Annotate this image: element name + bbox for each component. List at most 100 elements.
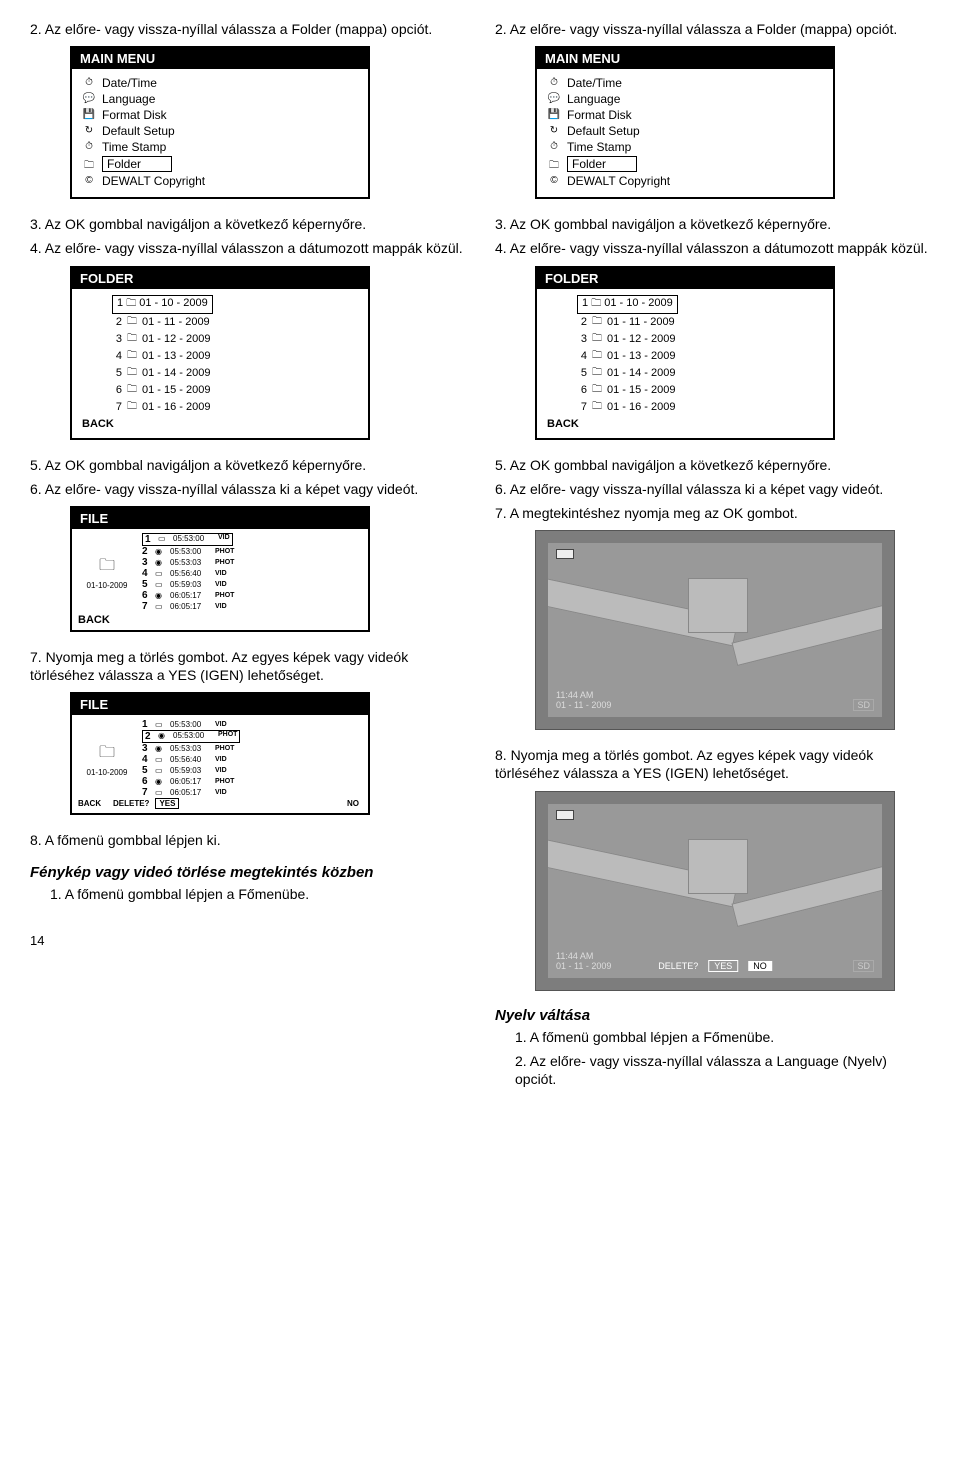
- file-row[interactable]: 2◉05:53:00PHOT: [142, 546, 362, 557]
- folder-title: FOLDER: [72, 268, 368, 289]
- file-row[interactable]: 7▭06:05:17VID: [142, 601, 362, 612]
- folder-row[interactable]: 5🗀01 - 14 - 2009: [577, 365, 823, 382]
- file-row[interactable]: 3◉05:53:03PHOT: [142, 557, 362, 568]
- menu-icon: 🗀: [82, 158, 96, 170]
- file-folder-context: 🗀 01-10-2009: [78, 719, 136, 798]
- file-row[interactable]: 5▭05:59:03VID: [142, 579, 362, 590]
- menu-item[interactable]: 💬Language: [82, 91, 358, 107]
- right-step2: 2. Az előre- vagy vissza-nyíllal válassz…: [495, 20, 930, 38]
- file-row[interactable]: 4▭05:56:40VID: [142, 568, 362, 579]
- menu-label: Language: [102, 92, 155, 106]
- mainmenu-screen: MAIN MENU ⏱Date/Time💬Language💾Format Dis…: [535, 46, 835, 199]
- battery-icon: [556, 810, 574, 820]
- menu-label: DEWALT Copyright: [567, 174, 670, 188]
- menu-item[interactable]: 💬Language: [547, 91, 823, 107]
- menu-label: Time Stamp: [567, 140, 631, 154]
- right-lang-step1: 1. A főmenü gombbal lépjen a Főmenübe.: [515, 1028, 930, 1046]
- yes-button[interactable]: YES: [708, 960, 738, 972]
- menu-item[interactable]: 🗀Folder: [82, 155, 358, 173]
- menu-icon: ⏱: [82, 77, 96, 89]
- folder-row[interactable]: 7🗀01 - 16 - 2009: [112, 399, 358, 416]
- folder-row[interactable]: 3🗀01 - 12 - 2009: [577, 331, 823, 348]
- menu-icon: ⏱: [547, 77, 561, 89]
- folder-row[interactable]: 4🗀01 - 13 - 2009: [577, 348, 823, 365]
- video-icon: ▭: [155, 766, 165, 775]
- preview-timestamp: 11:44 AM 01 - 11 - 2009: [556, 691, 611, 711]
- file-folder-context: 🗀 01-10-2009: [78, 533, 136, 612]
- file-row[interactable]: 4▭05:56:40VID: [142, 754, 362, 765]
- folder-icon: 🗀: [592, 382, 602, 399]
- file-row[interactable]: 6◉06:05:17PHOT: [142, 590, 362, 601]
- folder-row[interactable]: 3🗀01 - 12 - 2009: [112, 331, 358, 348]
- no-button[interactable]: NO: [748, 961, 772, 971]
- folder-icon: 🗀: [591, 298, 601, 309]
- mainmenu-title: MAIN MENU: [72, 48, 368, 69]
- menu-item[interactable]: ↻ Default Setup: [82, 123, 358, 139]
- folder-icon: 🗀: [127, 348, 137, 365]
- right-step7: 7. A megtekintéshez nyomja meg az OK gom…: [495, 504, 930, 522]
- preview-timestamp: 11:44 AM 01 - 11 - 2009: [556, 952, 611, 972]
- menu-item[interactable]: ⏱ Time Stamp: [547, 139, 823, 155]
- video-icon: ▭: [155, 602, 165, 611]
- right-step8: 8. Nyomja meg a törlés gombot. Az egyes …: [495, 746, 930, 782]
- yes-button[interactable]: YES: [155, 798, 179, 809]
- folder-row[interactable]: 2🗀01 - 11 - 2009: [112, 314, 358, 331]
- menu-item[interactable]: ⏱Date/Time: [82, 75, 358, 91]
- menu-label: Default Setup: [567, 124, 640, 138]
- folder-screen: FOLDER 1 🗀 01 - 10 - 20092🗀01 - 11 - 200…: [535, 266, 835, 440]
- menu-label: Format Disk: [102, 108, 167, 122]
- photo-icon: ◉: [155, 547, 165, 556]
- folder-icon: 🗀: [592, 399, 602, 416]
- photo-icon: ◉: [155, 744, 165, 753]
- menu-item[interactable]: 💾Format Disk: [547, 107, 823, 123]
- folder-back: BACK: [82, 418, 358, 430]
- left-column: 2. Az előre- vagy vissza-nyíllal válassz…: [30, 20, 465, 1094]
- folder-icon: 🗀: [127, 399, 137, 416]
- file-row[interactable]: 2◉05:53:00PHOT: [142, 730, 362, 743]
- folder-row[interactable]: 2🗀01 - 11 - 2009: [577, 314, 823, 331]
- folder-row[interactable]: 1 🗀 01 - 10 - 2009: [577, 295, 823, 314]
- preview-delete-screen: 11:44 AM 01 - 11 - 2009 SD DELETE? YES N…: [535, 791, 895, 991]
- menu-icon: 💾: [82, 109, 96, 121]
- file-row[interactable]: 6◉06:05:17PHOT: [142, 776, 362, 787]
- folder-icon: 🗀: [99, 741, 115, 768]
- sd-badge: SD: [853, 699, 874, 711]
- delete-heading: Fénykép vagy videó törlése megtekintés k…: [30, 864, 465, 881]
- preview-screen: 11:44 AM 01 - 11 - 2009 SD: [535, 530, 895, 730]
- folder-row[interactable]: 4🗀01 - 13 - 2009: [112, 348, 358, 365]
- folder-row[interactable]: 7🗀01 - 16 - 2009: [577, 399, 823, 416]
- folder-row[interactable]: 5🗀01 - 14 - 2009: [112, 365, 358, 382]
- file-row[interactable]: 1▭05:53:00VID: [142, 533, 362, 546]
- delete-prompt: DELETE?: [113, 799, 149, 808]
- menu-item[interactable]: ↻Default Setup: [547, 123, 823, 139]
- no-button[interactable]: NO: [344, 799, 362, 808]
- video-icon: ▭: [155, 788, 165, 797]
- menu-icon: ⏱: [547, 141, 561, 153]
- menu-item[interactable]: 💾 Format Disk: [82, 107, 358, 123]
- folder-screen: FOLDER 1 🗀 01 - 10 - 20092🗀01 - 11 - 200…: [70, 266, 370, 440]
- folder-row[interactable]: 6🗀01 - 15 - 2009: [112, 382, 358, 399]
- menu-icon: 💬: [547, 93, 561, 105]
- sd-badge: SD: [853, 960, 874, 972]
- photo-icon: ◉: [155, 777, 165, 786]
- menu-item[interactable]: 🗀Folder: [547, 155, 823, 173]
- file-back: BACK: [78, 614, 362, 626]
- file-screen: FILE 🗀 01-10-2009 1▭05:53:00VID2◉05:53:0…: [70, 506, 370, 632]
- menu-label: Default Setup: [102, 124, 175, 138]
- folder-row[interactable]: 6🗀01 - 15 - 2009: [577, 382, 823, 399]
- folder-row[interactable]: 1 🗀 01 - 10 - 2009: [112, 295, 358, 314]
- menu-item[interactable]: ©DEWALT Copyright: [547, 173, 823, 189]
- left-step5: 5. Az OK gombbal navigáljon a következő …: [30, 456, 465, 474]
- file-row[interactable]: 3◉05:53:03PHOT: [142, 743, 362, 754]
- file-row[interactable]: 5▭05:59:03VID: [142, 765, 362, 776]
- menu-icon: ↻: [82, 125, 96, 137]
- menu-item[interactable]: ⏱Time Stamp: [82, 139, 358, 155]
- folder-icon: 🗀: [592, 365, 602, 382]
- right-step4: 4. Az előre- vagy vissza-nyíllal válassz…: [495, 239, 930, 257]
- folder-icon: 🗀: [127, 331, 137, 348]
- file-row[interactable]: 7▭06:05:17VID: [142, 787, 362, 798]
- menu-item[interactable]: ©DEWALT Copyright: [82, 173, 358, 189]
- menu-item[interactable]: ⏱Date/Time: [547, 75, 823, 91]
- file-delete-screen: FILE 🗀 01-10-2009 1▭05:53:00VID2◉05:53:0…: [70, 692, 370, 815]
- file-row[interactable]: 1▭05:53:00VID: [142, 719, 362, 730]
